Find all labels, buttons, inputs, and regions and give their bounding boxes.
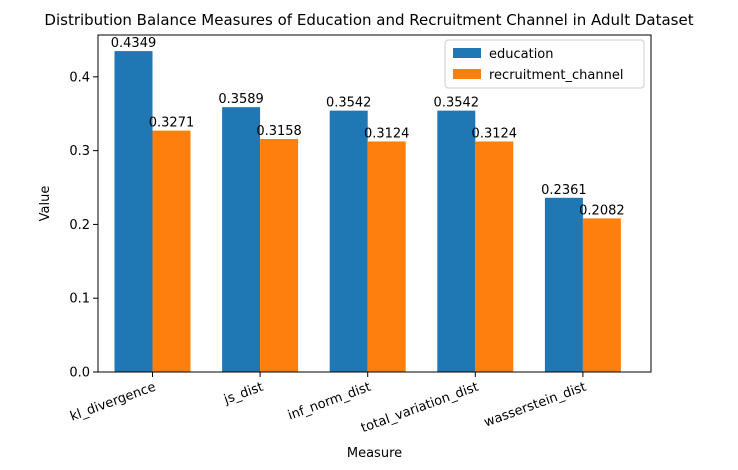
value-label-education-total_variation_dist: 0.3542: [434, 96, 480, 111]
y-axis-label: Value: [38, 186, 53, 222]
bar-education-total_variation_dist: [437, 110, 476, 373]
value-labels-layer: 0.4349 0.3589 0.3542 0.3542 0.2361 0.3271 0.31…: [111, 36, 625, 218]
bar-education-kl_divergence: [114, 51, 153, 372]
y-tick-label: 0.1: [69, 292, 90, 307]
bar-education-js_dist: [222, 107, 261, 373]
bar-recruitment_channel-total_variation_dist: [475, 141, 514, 372]
bar-recruitment_channel-wasserstein_dist: [582, 218, 621, 372]
bar-recruitment_channel-inf_norm_dist: [367, 141, 406, 372]
legend-label-recruitment_channel: recruitment_channel: [489, 68, 623, 83]
bar-recruitment_channel-kl_divergence: [152, 130, 191, 372]
value-label-education-js_dist: 0.3589: [218, 92, 264, 107]
bars-layer: [114, 51, 621, 373]
y-tick-label: 0.3: [69, 144, 90, 159]
legend: education recruitment_channel: [444, 39, 645, 89]
bar-recruitment_channel-js_dist: [260, 138, 299, 372]
x-axis-label: Measure: [347, 446, 402, 461]
x-tick-label-kl_divergence: kl_divergence: [68, 380, 158, 425]
value-label-recruitment_channel-inf_norm_dist: 0.3124: [364, 126, 410, 141]
y-tick-label: 0.4: [69, 70, 90, 85]
value-label-education-kl_divergence: 0.4349: [111, 36, 157, 51]
legend-label-education: education: [489, 47, 554, 62]
plot-frame: [97, 34, 652, 373]
legend-swatch-recruitment_channel: [453, 69, 481, 79]
value-label-education-inf_norm_dist: 0.3542: [326, 96, 372, 111]
chart-title: Distribution Balance Measures of Educati…: [44, 11, 693, 29]
x-tick-label-inf_norm_dist: inf_norm_dist: [286, 380, 373, 424]
value-label-recruitment_channel-total_variation_dist: 0.3124: [472, 126, 518, 141]
value-label-recruitment_channel-kl_divergence: 0.3271: [149, 116, 195, 131]
y-axis: 0.0 0.1 0.2 0.3 0.4: [69, 70, 98, 381]
value-label-recruitment_channel-wasserstein_dist: 0.2082: [579, 203, 625, 218]
y-tick-label: 0.2: [69, 218, 90, 233]
legend-swatch-education: [453, 48, 481, 58]
bar-education-inf_norm_dist: [329, 110, 368, 373]
x-axis: kl_divergence js_dist inf_norm_disttotal_v…: [68, 372, 588, 436]
y-tick-label: 0.0: [69, 366, 90, 381]
value-label-education-wasserstein_dist: 0.2361: [541, 183, 587, 198]
legend-box: [444, 39, 645, 89]
bar-education-wasserstein_dist: [544, 197, 583, 372]
x-tick-label-js_dist: js_dist: [221, 380, 265, 408]
x-tick-label-total_variation_dist: total_variation_dist: [359, 380, 481, 436]
x-tick-label-wasserstein_dist: wasserstein_dist: [482, 380, 588, 431]
value-label-recruitment_channel-js_dist: 0.3158: [256, 124, 302, 139]
